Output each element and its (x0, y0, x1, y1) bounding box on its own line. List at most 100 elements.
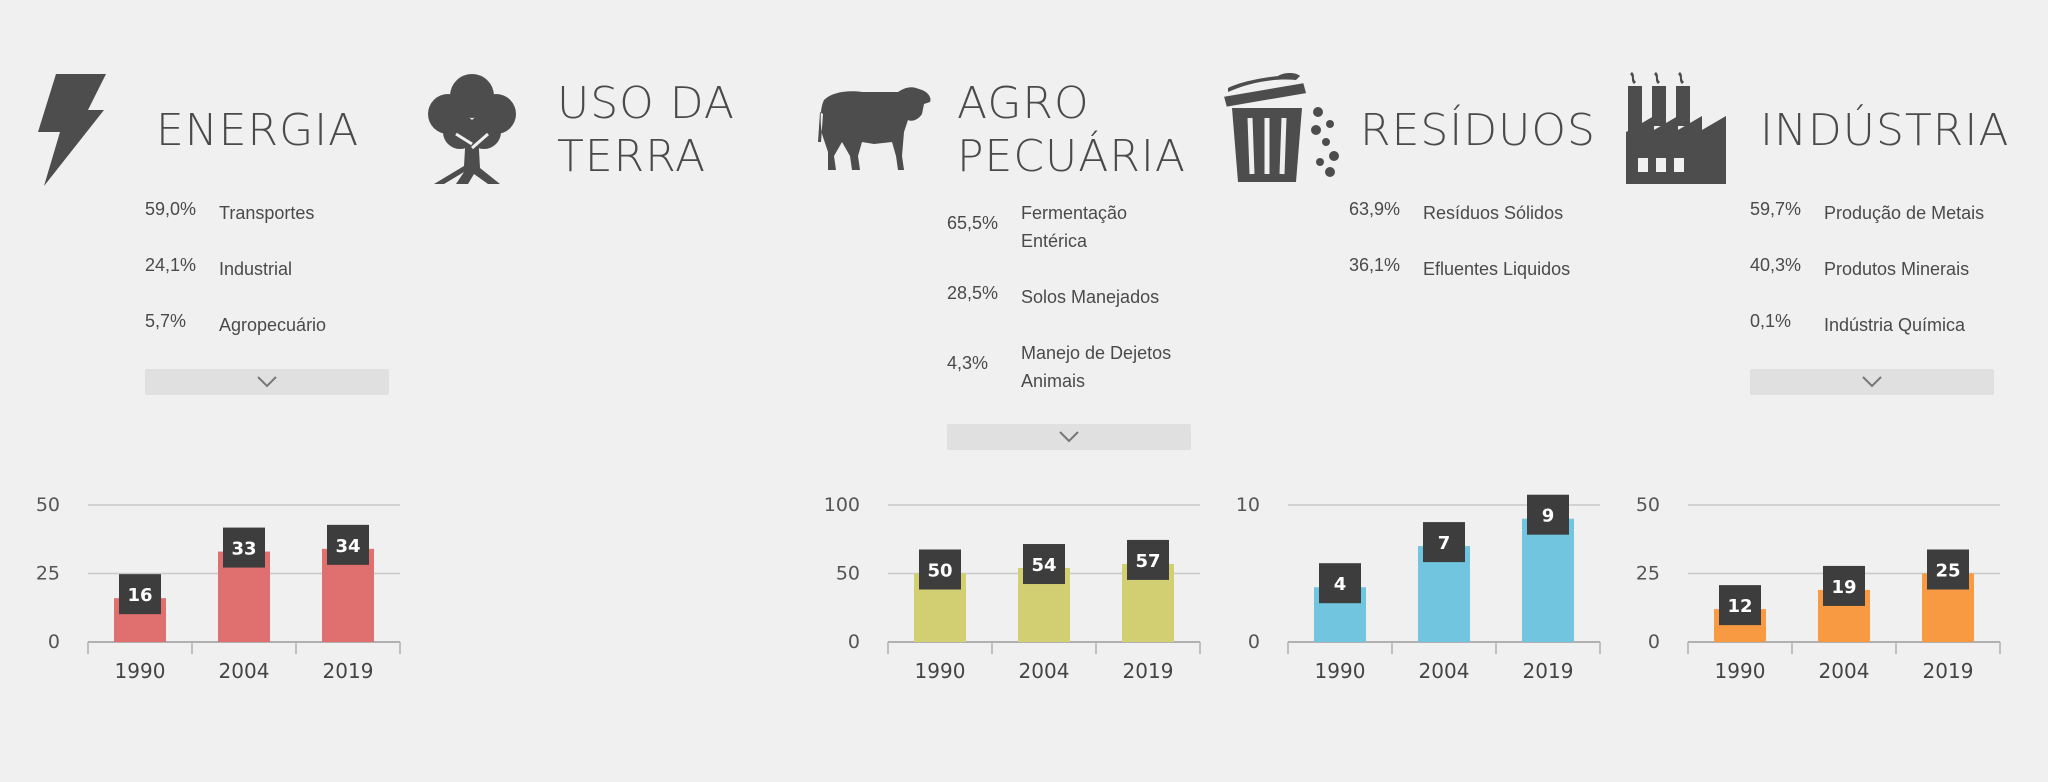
y-tick-label: 0 (1248, 631, 1260, 653)
title-line: RESÍDUOS (1360, 105, 1596, 156)
x-tick-label: 2004 (219, 659, 270, 683)
chevron-down-icon (1862, 376, 1882, 388)
y-tick-label: 50 (1636, 494, 1660, 516)
data-label-box (919, 549, 961, 590)
tree-icon (428, 74, 516, 184)
breakdown-percent: 59,0% (145, 199, 197, 219)
breakdown-percent: 40,3% (1750, 255, 1802, 275)
expand-button[interactable] (145, 369, 389, 395)
breakdown-label: Solos Manejados (1021, 287, 1160, 307)
sector-uso-da-terra: USO DA TERRA (400, 0, 800, 782)
data-label: 50 (927, 561, 952, 582)
breakdown-percent: 59,7% (1750, 199, 1802, 219)
x-tick-label: 2019 (1123, 659, 1174, 683)
sector-title: RESÍDUOS (1360, 104, 1596, 157)
title-line: ENERGIA (156, 105, 360, 156)
x-tick-label: 1990 (1315, 659, 1366, 683)
y-tick-label: 0 (48, 631, 60, 653)
data-label: 33 (231, 539, 256, 560)
data-label: 34 (335, 536, 360, 557)
data-label-box (1319, 563, 1361, 604)
data-label-box (1823, 565, 1865, 606)
y-tick-label: 25 (1636, 563, 1660, 585)
breakdown-percent: 4,3% (947, 353, 989, 373)
breakdown-label: Agropecuário (219, 315, 327, 335)
y-tick-label: 10 (1236, 494, 1260, 516)
data-label: 7 (1438, 533, 1451, 554)
x-tick-label: 1990 (1715, 659, 1766, 683)
data-label-box (327, 524, 369, 565)
sector-residuos: RESÍDUOS 63,9% Resíduos Sólidos 36,1% Ef… (1200, 0, 1620, 782)
y-tick-label: 25 (36, 563, 60, 585)
data-label-box (1719, 585, 1761, 626)
title-line: USO DA (557, 78, 735, 129)
y-tick-label: 100 (824, 494, 860, 516)
x-tick-label: 1990 (915, 659, 966, 683)
data-label: 16 (127, 585, 152, 606)
data-label: 54 (1031, 555, 1056, 576)
breakdown-label: Produtos Minerais (1824, 259, 1970, 279)
data-label: 9 (1542, 506, 1555, 527)
data-label: 4 (1334, 574, 1347, 595)
x-tick-label: 2004 (1419, 659, 1470, 683)
data-label: 57 (1135, 551, 1160, 572)
breakdown-percent: 5,7% (145, 311, 187, 331)
x-tick-label: 2019 (1923, 659, 1974, 683)
breakdown-label: Fermentação Entérica (1021, 203, 1128, 251)
trash-can-icon (1224, 73, 1339, 182)
data-label-box (1927, 549, 1969, 590)
title-line: TERRA (557, 131, 707, 182)
data-label-box (1127, 539, 1169, 580)
x-tick-label: 1990 (115, 659, 166, 683)
breakdown-percent: 63,9% (1349, 199, 1401, 219)
expand-button[interactable] (947, 424, 1191, 450)
bar (1522, 518, 1574, 642)
sector-title: USO DA TERRA (557, 77, 735, 183)
chevron-down-icon (257, 376, 277, 388)
y-tick-label: 50 (836, 563, 860, 585)
x-tick-label: 2019 (323, 659, 374, 683)
sector-industria: INDÚSTRIA 59,7% Produção de Metais 40,3%… (1620, 0, 2048, 782)
breakdown-label: Manejo de Dejetos Animais (1021, 343, 1172, 391)
y-tick-label: 0 (848, 631, 860, 653)
data-label: 12 (1727, 596, 1752, 617)
breakdown-label: Efluentes Liquidos (1423, 259, 1571, 279)
chart-energia: 0 25 50 16 1990 33 2004 34 2019 (36, 494, 401, 683)
y-tick-label: 50 (36, 494, 60, 516)
breakdown-percent: 65,5% (947, 213, 999, 233)
data-label-box (223, 527, 265, 568)
breakdown-percent: 28,5% (947, 283, 999, 303)
title-line: PECUÁRIA (957, 131, 1187, 182)
sector-title: AGRO PECUÁRIA (957, 77, 1186, 183)
data-label: 19 (1831, 577, 1856, 598)
cow-icon (818, 87, 931, 170)
data-label: 25 (1935, 561, 1960, 582)
sector-agropecuaria: AGRO PECUÁRIA 65,5% Fermentação Entérica… (800, 0, 1200, 782)
sector-title: ENERGIA (156, 104, 359, 157)
sector-title: INDÚSTRIA (1760, 104, 2009, 157)
x-tick-label: 2004 (1819, 659, 1870, 683)
title-line: INDÚSTRIA (1760, 105, 2010, 156)
chart-residuos: 0 10 4 1990 7 2004 9 2019 (1236, 494, 1601, 683)
breakdown-label: Produção de Metais (1824, 203, 1985, 223)
breakdown-percent: 24,1% (145, 255, 197, 275)
chart-industria: 0 25 50 12 1990 19 2004 25 2019 (1636, 494, 2001, 683)
breakdown-percent: 36,1% (1349, 255, 1401, 275)
lightning-icon (38, 74, 106, 186)
title-line: AGRO (957, 78, 1090, 129)
breakdown-percent: 0,1% (1750, 311, 1792, 331)
data-label-box (1527, 494, 1569, 535)
data-label-box (1423, 522, 1465, 563)
factory-icon (1626, 72, 1726, 184)
x-tick-label: 2004 (1019, 659, 1070, 683)
data-label-box (119, 574, 161, 615)
chart-agropecuaria: 0 50 100 50 1990 54 2004 57 2019 (824, 494, 1201, 683)
breakdown-label: Transportes (219, 203, 315, 223)
chevron-down-icon (1059, 431, 1079, 443)
breakdown-label: Resíduos Sólidos (1423, 203, 1564, 223)
breakdown-label: Indústria Química (1824, 315, 1966, 335)
sector-energia: ENERGIA 59,0% Transportes 24,1% Industri… (0, 0, 400, 782)
breakdown-label: Industrial (219, 259, 293, 279)
expand-button[interactable] (1750, 369, 1994, 395)
data-label-box (1023, 544, 1065, 585)
